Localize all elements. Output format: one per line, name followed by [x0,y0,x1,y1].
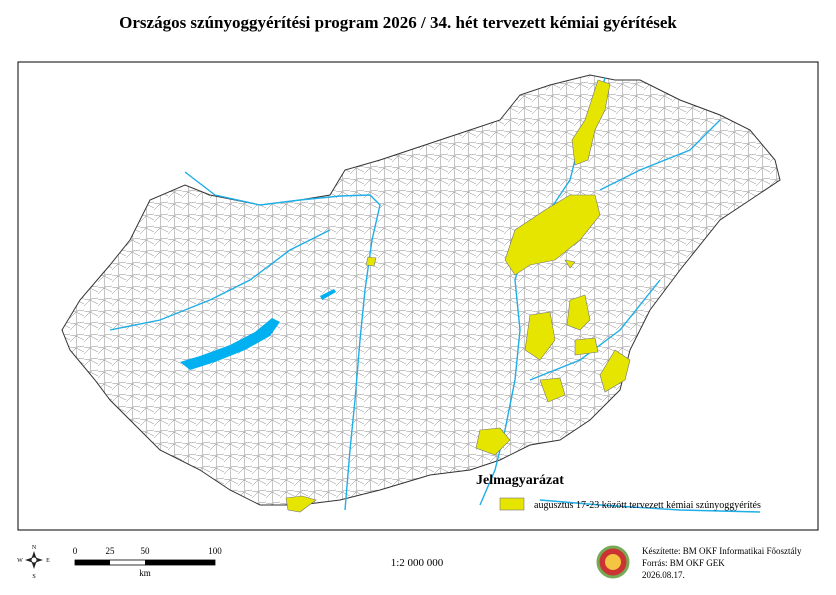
lake [320,289,336,300]
lake-balaton [180,318,280,370]
scale-label: 50 [141,546,151,556]
compass-e: E [46,558,50,564]
map-title: Országos szúnyoggyérítési program 2026 /… [119,13,677,32]
compass-n: N [32,545,37,551]
legend-item: augusztus 17-23 között tervezett kémiai … [534,500,761,511]
logo [596,545,630,579]
credit-author: Készítette: BM OKF Informatikai Főosztál… [642,546,802,556]
scale-label: 100 [208,546,222,556]
credit-source: Forrás: BM OKF GEK [642,558,725,568]
treatment-areas [285,79,631,513]
scale-ratio: 1:2 000 000 [391,557,444,569]
scale-bar: 0 25 50 100 km [73,546,223,578]
credit-date: 2026.08.17. [642,570,685,580]
legend-title: Jelmagyarázat [476,473,564,488]
scale-label: 25 [106,546,116,556]
scale-unit: km [139,568,151,578]
scale-label: 0 [73,546,78,556]
compass-w: W [17,558,23,564]
legend-swatch [499,497,525,511]
compass: N S W E [17,545,50,580]
compass-s: S [32,574,35,580]
